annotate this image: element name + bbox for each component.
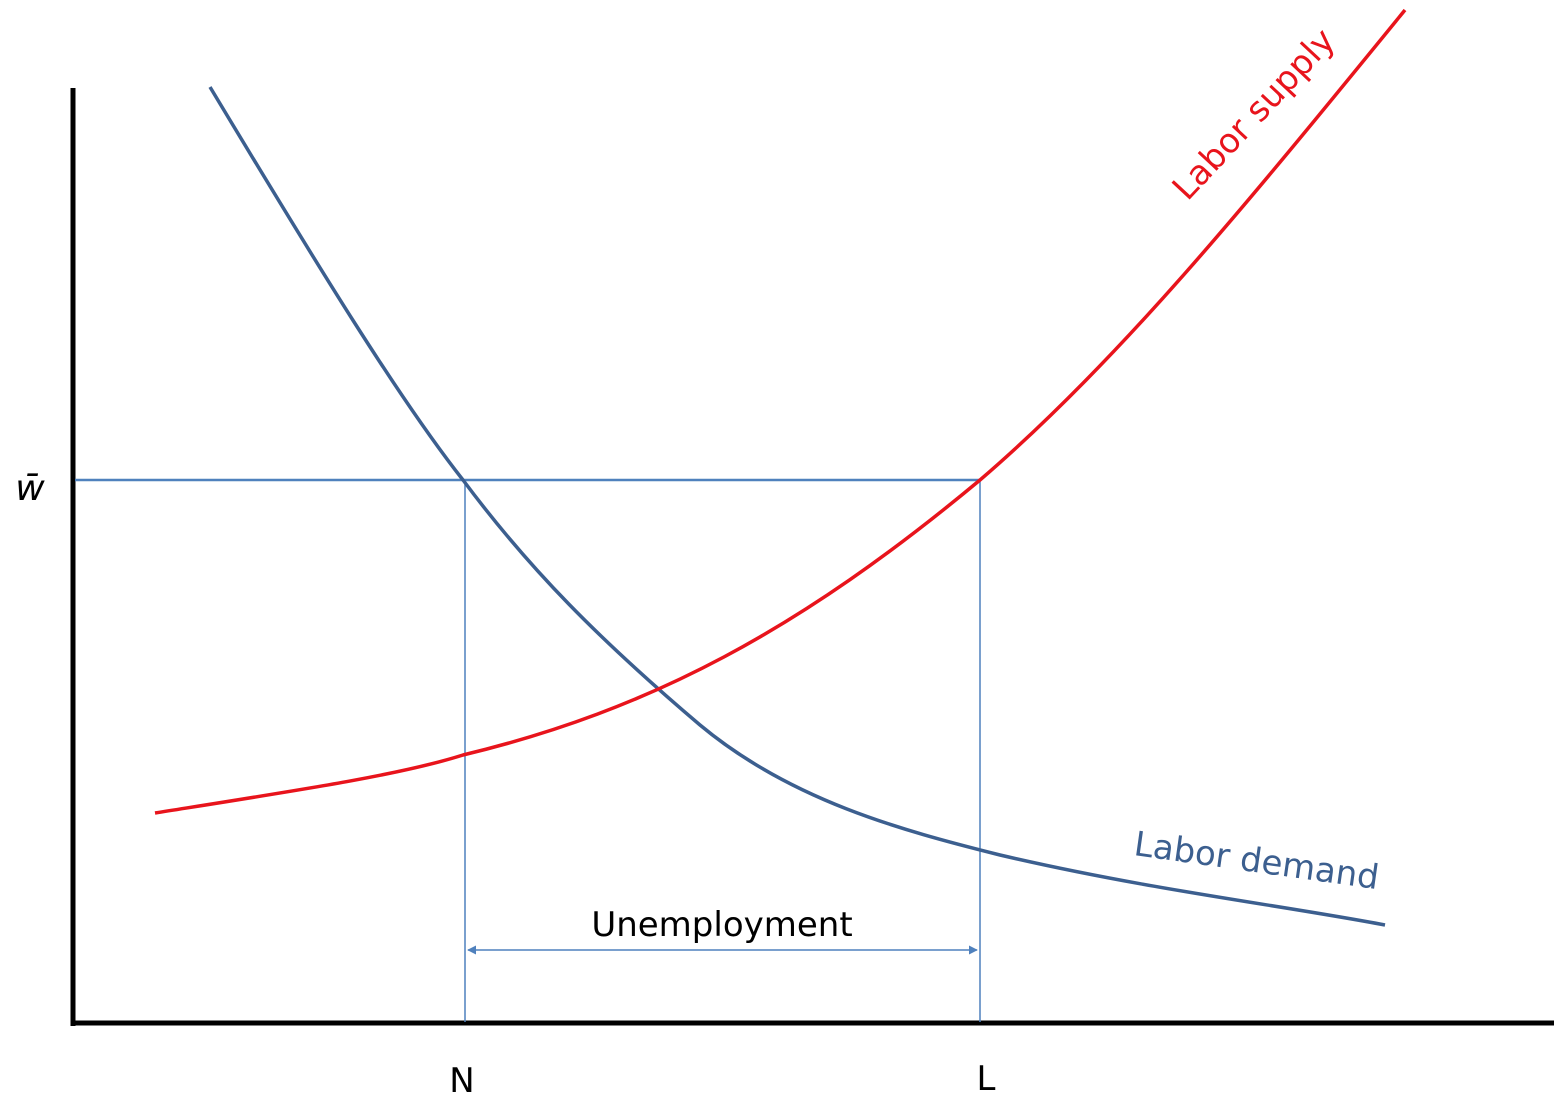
unemployment-label: Unemployment [591,905,852,945]
wage-label: w̄ [15,468,45,509]
demand-label: Labor demand [1132,824,1382,898]
n-label: N [449,1061,474,1096]
l-label: L [977,1059,996,1096]
supply-label: Labor supply [1165,21,1344,208]
demand-curve [208,86,1386,927]
supply-curve [154,8,1407,815]
